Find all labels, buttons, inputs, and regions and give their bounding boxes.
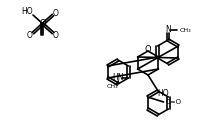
Text: CH₃: CH₃: [107, 83, 118, 89]
Text: HO: HO: [21, 7, 33, 17]
Text: C=O: C=O: [166, 99, 182, 105]
Text: O: O: [53, 31, 59, 40]
Text: Cl: Cl: [39, 20, 47, 29]
Text: CH₃: CH₃: [180, 28, 192, 32]
Text: O: O: [53, 9, 59, 18]
Text: HN: HN: [113, 73, 124, 83]
Text: N: N: [165, 26, 171, 34]
Text: HO: HO: [158, 89, 169, 99]
Text: O: O: [145, 45, 151, 53]
Text: O: O: [27, 31, 33, 40]
